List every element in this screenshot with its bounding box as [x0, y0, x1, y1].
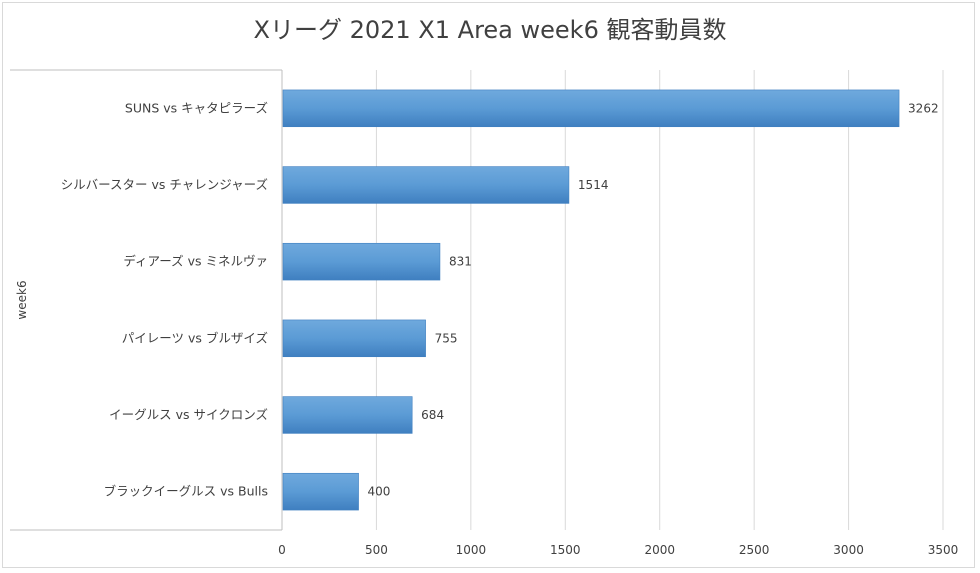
x-tick-label: 3000: [833, 543, 864, 557]
bar: [282, 89, 900, 128]
x-tick-label: 2500: [739, 543, 770, 557]
x-tick-label: 500: [365, 543, 388, 557]
bar: [282, 319, 426, 358]
category-label: SUNS vs キャタピラーズ: [125, 100, 268, 115]
category-axis: [10, 69, 283, 531]
bar: [282, 472, 359, 511]
bar: [282, 166, 570, 204]
data-label: 755: [435, 331, 458, 345]
x-tick-label: 0: [278, 543, 286, 557]
x-tick-label: 1500: [550, 543, 581, 557]
data-label: 3262: [908, 101, 939, 115]
data-label: 400: [368, 485, 391, 499]
category-label: イーグルス vs サイクロンズ: [109, 407, 268, 422]
bars: [282, 89, 900, 511]
chart-title: Xリーグ 2021 X1 Area week6 観客動員数: [253, 16, 727, 44]
bar: [282, 242, 441, 281]
x-tick-label: 2000: [644, 543, 675, 557]
data-label: 1514: [578, 178, 609, 192]
category-label: ブラックイーグルス vs Bulls: [104, 484, 268, 499]
x-tick-label: 3500: [928, 543, 959, 557]
group-axis-label: week6: [15, 280, 29, 319]
data-label: 831: [449, 255, 472, 269]
labels: 0 500 1000 1500 2000 2500 3000 3500 week6 3262 SUN…: [15, 100, 958, 557]
x-tick-label: 1000: [456, 543, 487, 557]
data-label: 684: [421, 408, 444, 422]
category-label: ディアーズ vs ミネルヴァ: [123, 254, 268, 269]
category-label: パイレーツ vs ブルザイズ: [122, 330, 268, 345]
bar: [282, 396, 413, 434]
gridlines: [375, 70, 944, 530]
category-label: シルバースター vs チャレンジャーズ: [61, 177, 268, 192]
